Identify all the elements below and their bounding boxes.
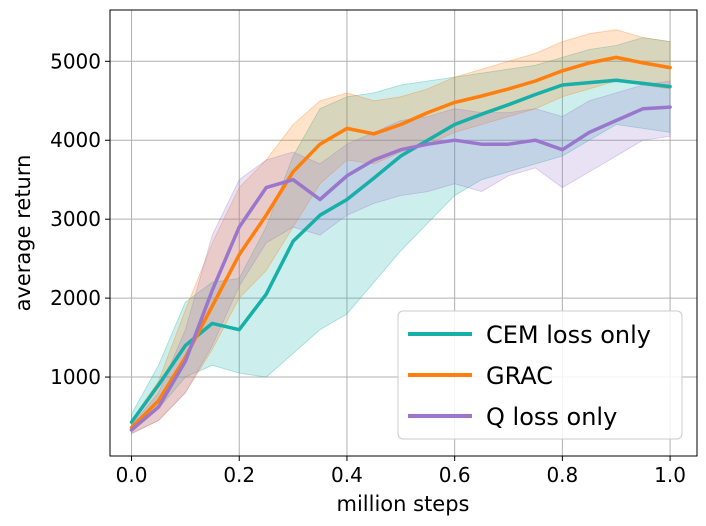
y-tick-label: 2000 — [50, 286, 101, 310]
y-tick-label: 1000 — [50, 365, 101, 389]
x-tick-label: 0.6 — [439, 463, 471, 487]
y-axis-label: average return — [11, 155, 35, 312]
x-tick-label: 0.2 — [223, 463, 255, 487]
confidence-band — [131, 37, 671, 431]
series-line — [129, 105, 672, 432]
legend-label: Q loss only — [486, 403, 617, 431]
y-axis-ticks: 1000 2000 3000 4000 5000 — [50, 49, 110, 389]
x-tick-label: 0.0 — [116, 463, 148, 487]
legend-box — [397, 310, 683, 440]
plot-frame — [109, 9, 698, 457]
y-tick-label: 4000 — [50, 128, 101, 152]
legend: CEM loss only GRAC Q loss only — [397, 310, 683, 440]
series-line — [129, 55, 672, 430]
x-tick-label: 0.8 — [546, 463, 578, 487]
x-axis-label: million steps — [337, 492, 470, 516]
grid — [110, 10, 697, 456]
y-tick-label: 5000 — [50, 49, 101, 73]
x-tick-label: 1.0 — [654, 463, 686, 487]
legend-label: CEM loss only — [486, 321, 651, 349]
y-tick-label: 3000 — [50, 207, 101, 231]
x-tick-label: 0.4 — [331, 463, 363, 487]
series-line — [129, 78, 672, 424]
confidence-band — [131, 80, 671, 435]
x-axis-ticks: 0.0 0.2 0.4 0.6 0.8 1.0 — [116, 456, 686, 487]
legend-label: GRAC — [486, 362, 553, 390]
series-lines — [129, 55, 672, 432]
